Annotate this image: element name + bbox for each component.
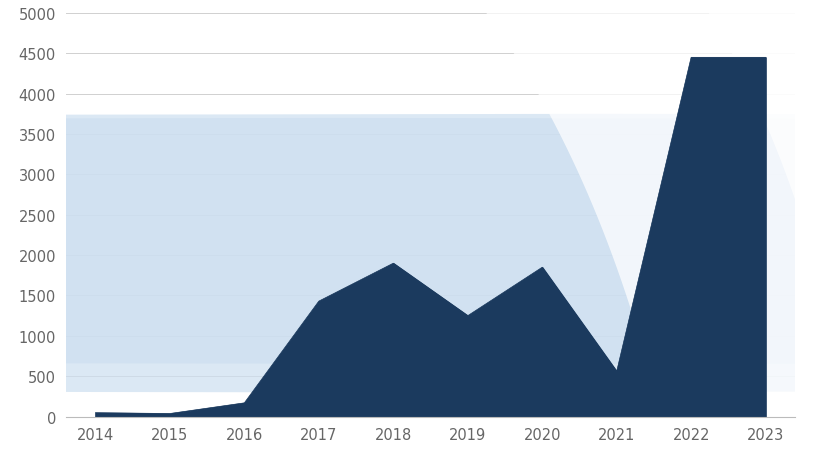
Polygon shape xyxy=(0,119,819,393)
Polygon shape xyxy=(0,115,819,364)
